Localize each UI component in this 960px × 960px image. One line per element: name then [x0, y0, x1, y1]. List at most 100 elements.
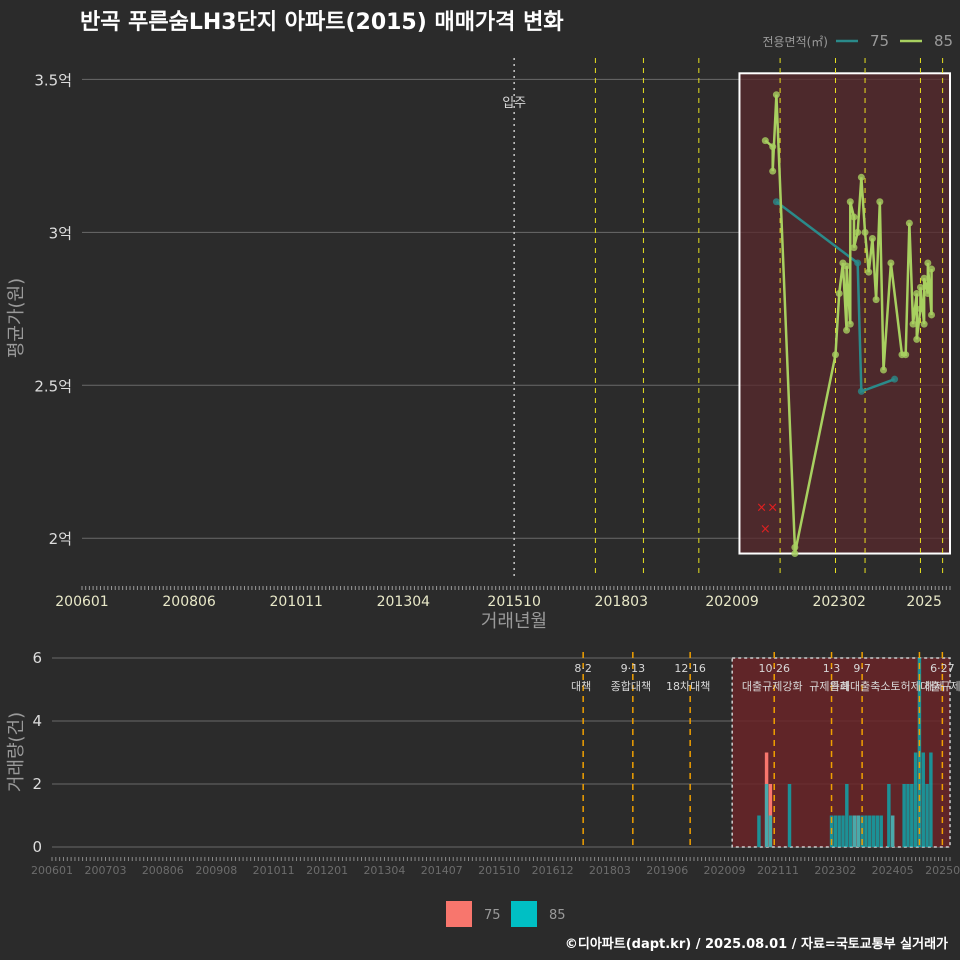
data-point-85 — [846, 198, 854, 206]
highlight-box — [731, 657, 951, 848]
bar-85 — [890, 815, 895, 847]
y-tick-label: 2.5억 — [34, 377, 72, 395]
y-axis-label: 거래량(건) — [6, 712, 27, 792]
legend-label-75: 75 — [870, 32, 889, 50]
x-tick-label: 202302 — [814, 864, 856, 877]
x-tick-label: 202302 — [812, 594, 865, 610]
policy-date: 6·27 — [930, 662, 955, 675]
bar-85 — [910, 784, 914, 847]
data-point-75 — [772, 198, 780, 206]
policy-label: 규제완화 — [809, 680, 849, 693]
bar-85 — [841, 815, 845, 847]
data-point-85 — [857, 173, 865, 181]
policy-label: 18차대책 — [666, 680, 710, 693]
policy-date: 12·16 — [674, 662, 706, 675]
x-tick-label: 202111 — [757, 864, 799, 877]
legend-label-75: 75 — [484, 908, 501, 923]
x-tick-label: 201510 — [487, 594, 540, 610]
data-point-85 — [868, 234, 876, 242]
move-in-label: 입주 — [502, 96, 526, 111]
x-tick-label: 200806 — [142, 864, 184, 877]
x-tick-label: 2025 — [906, 594, 942, 610]
data-point-85 — [850, 213, 858, 221]
x-tick-label: 201510 — [478, 864, 520, 877]
policy-label: 토허제 해제 — [890, 679, 944, 693]
data-point-85 — [831, 351, 839, 359]
bar-85 — [856, 815, 861, 847]
x-tick-label: 201201 — [306, 864, 348, 877]
data-point-85 — [887, 259, 895, 267]
x-tick-label: 201011 — [270, 594, 323, 610]
data-point-85 — [791, 550, 799, 558]
bar-85 — [906, 784, 910, 847]
data-point-85 — [928, 265, 936, 273]
bar-85 — [929, 752, 933, 847]
bar-85 — [852, 815, 857, 847]
bar-85 — [921, 752, 925, 847]
y-tick-label: 4 — [32, 712, 42, 730]
x-tick-label: 201304 — [377, 594, 431, 610]
data-point-85 — [916, 305, 924, 313]
data-point-85 — [854, 228, 862, 236]
policy-date: 10·26 — [758, 662, 790, 675]
x-tick-label: 201612 — [532, 864, 574, 877]
policy-label: 특례대출축소 — [830, 680, 891, 693]
policy-label: 대책 — [571, 680, 591, 693]
x-tick-label: 201803 — [589, 864, 631, 877]
data-point-85 — [843, 326, 851, 334]
y-tick-label: 3.5억 — [34, 71, 72, 89]
x-tick-label: 200703 — [84, 864, 126, 877]
data-point-85 — [916, 283, 924, 291]
data-point-85 — [772, 91, 780, 99]
data-point-85 — [902, 351, 910, 359]
data-point-85 — [920, 320, 928, 328]
data-point-85 — [905, 219, 913, 227]
legend-label-85: 85 — [549, 908, 566, 923]
policy-label: 종합대책 — [611, 680, 651, 693]
volume-chart: 0 2 4 6 8·2 대책 9·13 종합대책 12·16 18차대책 10·26 대출규제강화 1·… — [6, 649, 960, 927]
bar-85 — [913, 752, 918, 847]
bar-85 — [887, 784, 891, 847]
y-tick-label: 3억 — [49, 224, 72, 242]
x-tick-label: 201011 — [253, 864, 295, 877]
bar-85 — [925, 784, 929, 847]
bar-85 — [764, 784, 769, 847]
bar-85 — [787, 784, 792, 847]
bar-85 — [833, 815, 838, 847]
cancelled-marker: × — [756, 501, 767, 516]
bar-85 — [768, 815, 773, 847]
data-point-85 — [769, 167, 777, 175]
x-tick-label: 200806 — [162, 594, 216, 610]
bar-85 — [864, 815, 868, 847]
x-axis-label: 거래년월 — [481, 611, 547, 632]
data-point-85 — [835, 290, 843, 298]
legend-swatch-75 — [446, 901, 472, 927]
series-line-75 — [775, 200, 896, 394]
legend-label-85: 85 — [934, 32, 953, 50]
x-tick-label: 201906 — [646, 864, 688, 877]
x-tick-label: 201304 — [363, 864, 405, 877]
x-tick-label: 202405 — [872, 864, 914, 877]
policy-label: 대출규제 — [920, 680, 960, 693]
policy-date: 1·3 — [823, 662, 841, 675]
caption: ©디아파트(dapt.kr) / 2025.08.01 / 자료=국토교통부 실… — [565, 936, 948, 952]
bar-85 — [879, 815, 883, 847]
legend-swatch-85 — [511, 901, 537, 927]
policy-label: 대출규제강화 — [742, 680, 803, 693]
legend-title: 전용면적(㎡) — [762, 35, 828, 49]
data-point-85 — [865, 268, 873, 276]
x-tick-label: 202009 — [705, 594, 758, 610]
data-point-85 — [909, 320, 917, 328]
x-tick-label: 202009 — [704, 864, 746, 877]
cancelled-marker: × — [760, 522, 771, 537]
bar-85 — [837, 815, 841, 847]
data-point-85 — [913, 335, 921, 343]
x-tick-label: 201407 — [421, 864, 463, 877]
x-tick-label: 201803 — [595, 594, 648, 610]
y-tick-label: 6 — [32, 649, 42, 667]
data-point-85 — [913, 290, 921, 298]
data-point-85 — [872, 296, 880, 304]
bar-85 — [848, 815, 853, 847]
bar-85 — [902, 784, 906, 847]
